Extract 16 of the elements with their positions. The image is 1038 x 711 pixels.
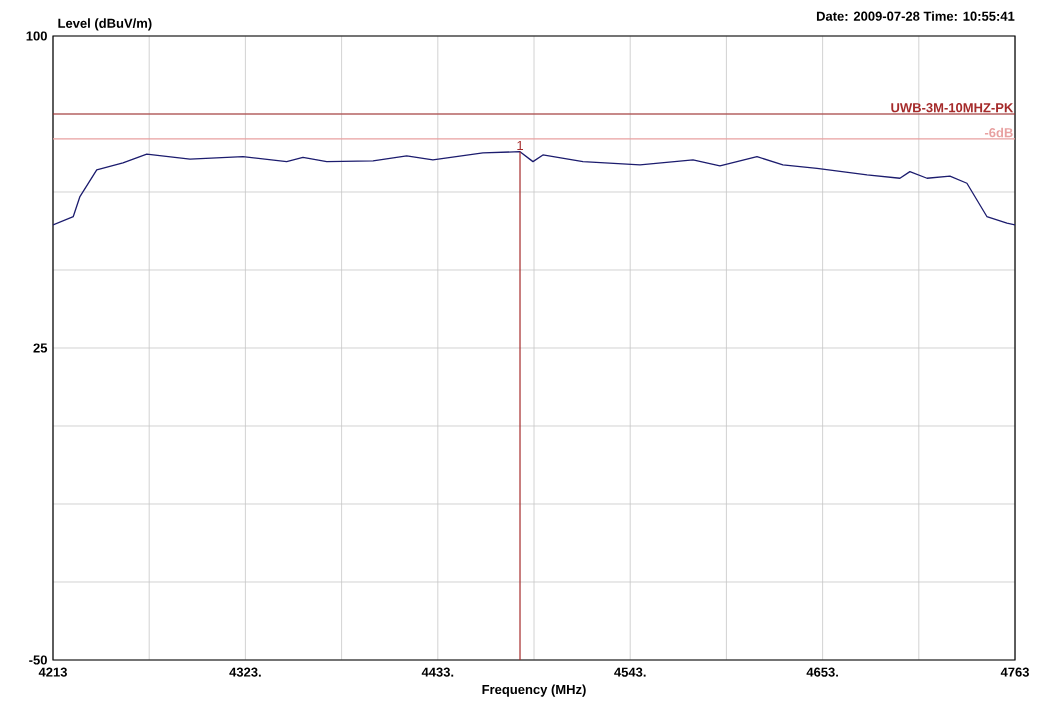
y-tick-label: -50 (29, 655, 47, 665)
x-tick-label: 4213 (38, 667, 67, 677)
annotation: 1 (517, 141, 523, 150)
text: Date: 2009-07-28 Time: 10:55:41 (816, 11, 1015, 21)
y-tick-label: 100 (26, 31, 47, 41)
x-tick-label: 4433. (421, 667, 454, 677)
ref-line-label: UWB-3M-10MHZ-PK (891, 103, 1014, 113)
line-series (53, 150, 1016, 226)
x-tick-label: 4653. (806, 667, 838, 677)
ref-line-label: -6dB (984, 127, 1013, 138)
y-axis-title: Level (dBuV/m) (58, 18, 152, 31)
y-tick-label: 25 (33, 343, 48, 353)
x-tick-label: 4763 (1000, 667, 1029, 677)
x-tick-label: 4323. (229, 667, 261, 677)
x-tick-label: 4543. (614, 667, 646, 677)
x-axis-title: Frequency (MHz) (482, 684, 586, 697)
